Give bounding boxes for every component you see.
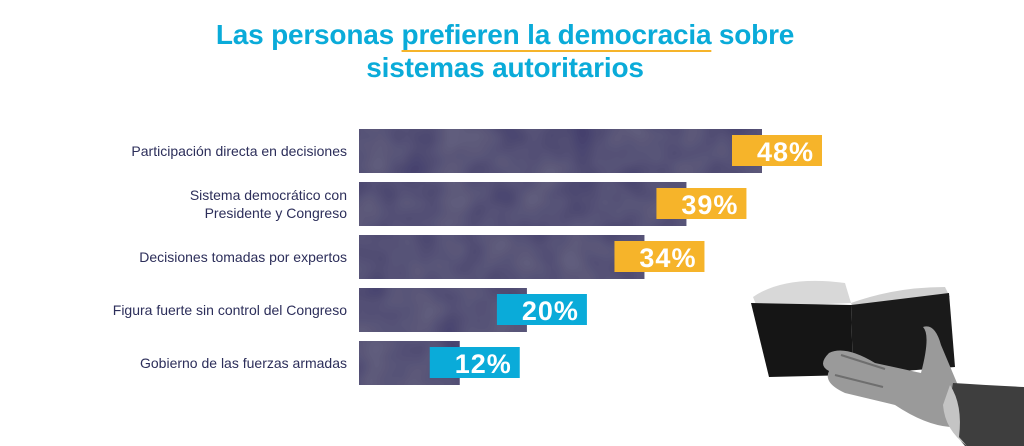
value-label-box [429,347,520,378]
book-pages-left [753,280,851,307]
value-label-box [614,241,705,272]
value-label: 34% [639,243,696,273]
hand [823,326,960,427]
category-label-line: Decisiones tomadas por expertos [139,249,347,265]
category-label-line: Participación directa en decisiones [131,143,347,159]
category-label-line: Figura fuerte sin control del Congreso [113,302,347,318]
bar-row: Participación directa en decisiones 48% [131,129,822,173]
value-label-box [656,188,747,219]
bar-row: Sistema democrático con Presidente y Cong… [190,182,747,226]
title-highlight: prefieren la democracia [401,19,712,50]
title-part-1: Las personas [215,19,402,50]
title-part-2: sobre [711,19,795,50]
category-label-line: Presidente y Congreso [205,205,348,221]
value-label-box [732,135,822,166]
category-label: Decisiones tomadas por expertos [139,249,347,265]
category-label: Figura fuerte sin control del Congreso [113,302,347,318]
category-label-line: Gobierno de las fuerzas armadas [140,355,347,371]
value-label-box [496,294,587,325]
value-label: 48% [757,137,814,167]
value-label: 39% [681,190,738,220]
bar-row: Figura fuerte sin control del Congreso 20… [113,288,587,332]
hand-holding-book-icon [751,280,1024,446]
category-label: Gobierno de las fuerzas armadas [140,355,347,371]
bars-layer: Participación directa en decisiones 48% Si… [113,129,822,385]
cuff [943,385,967,446]
sleeve [950,383,1024,446]
category-label-line: Sistema democrático con [190,187,347,203]
title-line-2: sistemas autoritarios [366,52,644,83]
category-label: Sistema democrático con Presidente y Cong… [190,187,347,221]
chart-title: Las personas prefieren la democracia sob… [0,18,1010,84]
bar [359,235,645,279]
title-line-1: Las personas prefieren la democracia sob… [0,18,1010,51]
bar-row: Gobierno de las fuerzas armadas 12% [140,341,520,385]
value-label: 20% [522,296,579,326]
bar [359,129,762,173]
bar-row: Decisiones tomadas por expertos 34% [139,235,705,279]
value-label: 12% [455,349,512,379]
bar [359,182,687,226]
category-label: Participación directa en decisiones [131,143,347,159]
